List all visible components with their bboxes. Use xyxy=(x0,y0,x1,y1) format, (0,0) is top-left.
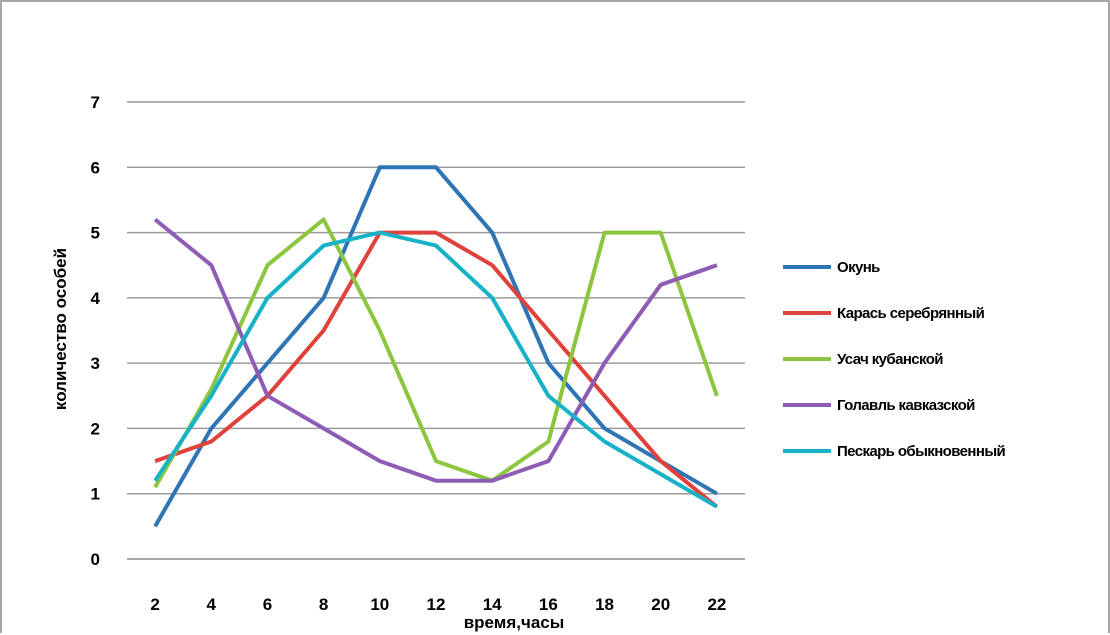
x-tick-label: 16 xyxy=(539,595,558,614)
x-tick-label: 10 xyxy=(370,595,389,614)
x-tick-label: 14 xyxy=(483,595,502,614)
x-tick-label: 8 xyxy=(319,595,328,614)
y-tick-label: 0 xyxy=(91,550,100,569)
legend-label: Карась серебрянный xyxy=(837,305,985,322)
y-tick-label: 3 xyxy=(91,354,100,373)
x-tick-label: 6 xyxy=(263,595,272,614)
x-tick-label: 2 xyxy=(150,595,159,614)
x-tick-label: 4 xyxy=(207,595,217,614)
x-tick-label: 12 xyxy=(427,595,446,614)
y-tick-label: 7 xyxy=(91,93,100,112)
legend: Окунь Карась серебрянный Усач кубанской Гол… xyxy=(783,259,1006,460)
y-tick-label: 6 xyxy=(91,158,100,177)
x-axis-title: время,часы xyxy=(464,613,565,632)
legend-label: Пескарь обыкновенный xyxy=(837,443,1006,460)
x-tick-labels: 2 4 6 8 10 12 14 16 18 20 22 xyxy=(150,595,726,614)
y-tick-label: 5 xyxy=(91,224,100,243)
y-tick-label: 4 xyxy=(91,289,101,308)
y-tick-labels: 0 1 2 3 4 5 6 7 xyxy=(91,93,101,569)
legend-label: Усач кубанской xyxy=(837,351,943,368)
series-lines xyxy=(153,165,719,528)
series-line-1 xyxy=(153,165,718,528)
x-tick-label: 20 xyxy=(651,595,670,614)
series-line-5 xyxy=(153,230,718,509)
series-line-4 xyxy=(153,217,718,483)
x-tick-label: 22 xyxy=(707,595,726,614)
gridlines xyxy=(127,101,745,560)
series-line-3 xyxy=(153,217,719,489)
y-axis-title: количество особей xyxy=(51,248,70,410)
y-tick-label: 2 xyxy=(91,419,100,438)
series-line-2 xyxy=(154,230,719,509)
y-tick-label: 1 xyxy=(91,485,100,504)
legend-label: Окунь xyxy=(837,259,880,276)
legend-label: Голавль кавказской xyxy=(837,397,975,414)
x-tick-label: 18 xyxy=(595,595,614,614)
